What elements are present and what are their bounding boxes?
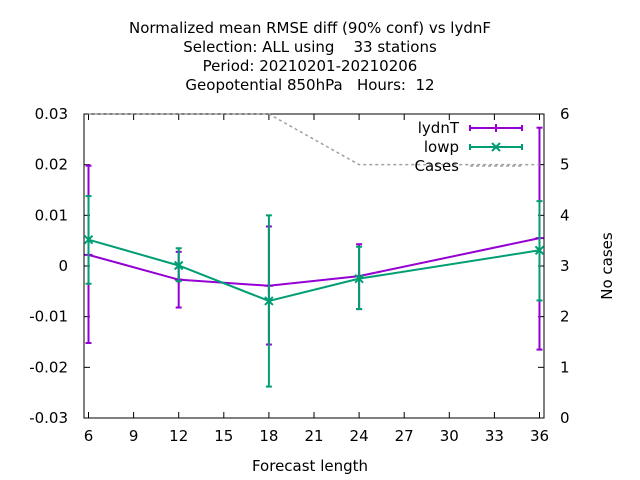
y2-tick-label: 4 (560, 206, 570, 224)
x-tick-label: 18 (259, 427, 278, 445)
legend-label: lowp (424, 138, 459, 156)
point-marker (83, 234, 94, 245)
legend-label: Cases (414, 157, 459, 175)
x-tick-label: 15 (214, 427, 233, 445)
title-line-3: Period: 20210201-20210206 (203, 57, 418, 75)
title-line-4: Geopotential 850hPa Hours: 12 (185, 76, 434, 94)
y2-tick-label: 3 (560, 257, 570, 275)
legend-label: lydnT (418, 119, 460, 137)
legend-entry: Cases (414, 157, 522, 175)
y2-tick-label: 0 (560, 409, 570, 427)
title-line-1: Normalized mean RMSE diff (90% conf) vs … (129, 19, 491, 37)
y2-axis-label: No cases (598, 232, 616, 300)
x-tick-label: 33 (485, 427, 504, 445)
y-tick-label: -0.02 (29, 358, 68, 376)
y-tick-label: 0.02 (35, 156, 68, 174)
series-layer (83, 113, 545, 388)
point-marker (264, 296, 274, 306)
y2-tick-label: 5 (560, 156, 570, 174)
y-tick-label: -0.01 (29, 308, 68, 326)
x-tick-label: 12 (169, 427, 188, 445)
point-marker (354, 273, 364, 284)
y-tick-label: -0.03 (29, 409, 68, 427)
x-tick-label: 27 (395, 427, 414, 445)
series-line (88, 113, 540, 166)
x-axis-label: Forecast length (252, 457, 368, 475)
y-tick-label: 0.03 (35, 105, 68, 123)
x-tick-label: 36 (530, 427, 549, 445)
x-tick-label: 30 (440, 427, 459, 445)
y-tick-label: 0.01 (35, 206, 68, 224)
chart-title: Normalized mean RMSE diff (90% conf) vs … (129, 19, 491, 94)
y2-tick-label: 6 (560, 105, 570, 123)
series-line (88, 237, 540, 287)
y2-tick-label: 1 (560, 358, 570, 376)
point-marker (173, 260, 184, 271)
y-tick-label: 0 (58, 257, 68, 275)
point-marker (492, 124, 500, 132)
axes: 6 9 12 15 18 21 24 27 30 33 36-0.03-0.02-0.0100.01… (29, 105, 569, 445)
series-line (88, 238, 540, 303)
x-tick-label: 21 (304, 427, 323, 445)
point-marker (491, 142, 501, 152)
series-lydnt (84, 126, 544, 351)
x-tick-label: 6 (84, 427, 94, 445)
legend-entry: lowp (424, 138, 523, 156)
y2-tick-label: 2 (560, 308, 570, 326)
x-tick-label: 9 (129, 427, 139, 445)
legend-entry: lydnT (418, 119, 523, 137)
title-line-2: Selection: ALL using 33 stations (183, 38, 437, 56)
series-cases (88, 113, 540, 166)
x-tick-label: 24 (350, 427, 369, 445)
point-marker (534, 245, 545, 256)
plot-frame (83, 113, 545, 419)
series-lowp (83, 195, 545, 388)
